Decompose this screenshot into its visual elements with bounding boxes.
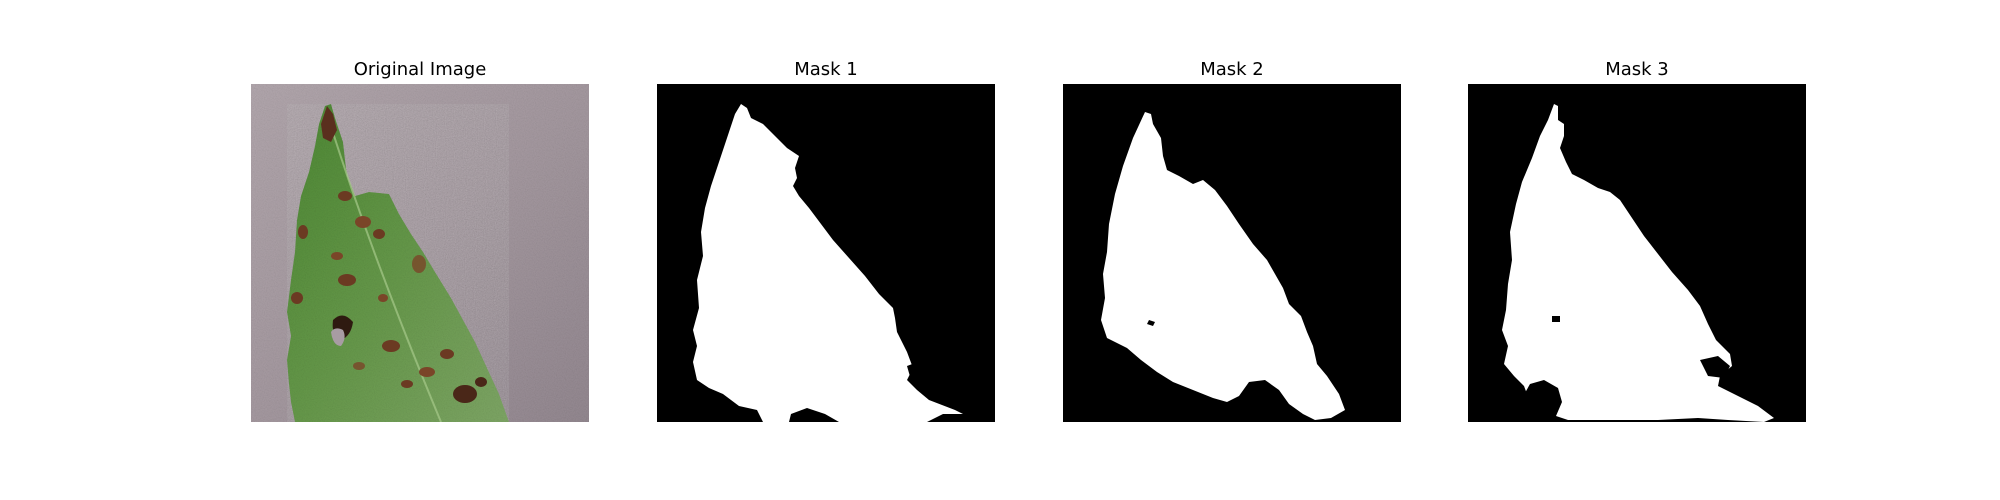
- leaf-spot: [419, 367, 435, 377]
- mask-1-image: [657, 84, 995, 422]
- mask-hole: [1518, 380, 1562, 422]
- mask-hole: [1147, 320, 1155, 326]
- leaf-spot: [378, 294, 388, 302]
- leaf-spot: [440, 349, 454, 359]
- mask-3-svg: [1468, 84, 1806, 422]
- leaf-spot: [412, 255, 426, 273]
- leaf-spot: [353, 362, 365, 370]
- mask-hole: [789, 408, 825, 422]
- leaf-spot: [401, 380, 413, 388]
- mask-foreground: [1101, 112, 1345, 420]
- leaf-spot: [355, 216, 371, 228]
- mask-hole: [907, 360, 931, 382]
- mask-2-svg: [1063, 84, 1401, 422]
- leaf-photo: [251, 84, 589, 422]
- leaf-spot: [298, 225, 308, 239]
- mask-1-svg: [657, 84, 995, 422]
- mask-hole: [1552, 316, 1560, 322]
- mask-foreground: [693, 104, 963, 422]
- mask-3-image: [1468, 84, 1806, 422]
- leaf-spot: [453, 385, 477, 403]
- panel-title-original-image: Original Image: [353, 59, 487, 80]
- leaf-spot: [373, 229, 385, 239]
- leaf-spot: [291, 292, 303, 304]
- original-image: [251, 84, 589, 422]
- leaf-spot: [382, 340, 400, 352]
- mask-2-image: [1063, 84, 1401, 422]
- leaf-spot: [331, 252, 343, 260]
- leaf-midrib: [326, 113, 442, 422]
- leaf-spot: [338, 274, 356, 286]
- panel-title-mask-2: Mask 2: [1200, 59, 1264, 80]
- panel-title-mask-1: Mask 1: [794, 59, 858, 80]
- leaf-spot: [338, 191, 352, 201]
- panel-title-mask-3: Mask 3: [1605, 59, 1669, 80]
- leaf-tip-damage: [321, 106, 337, 142]
- leaf-spot: [475, 377, 487, 387]
- leaf-hole: [331, 328, 345, 346]
- mask-hole: [1700, 356, 1730, 378]
- mask-foreground: [1502, 104, 1774, 422]
